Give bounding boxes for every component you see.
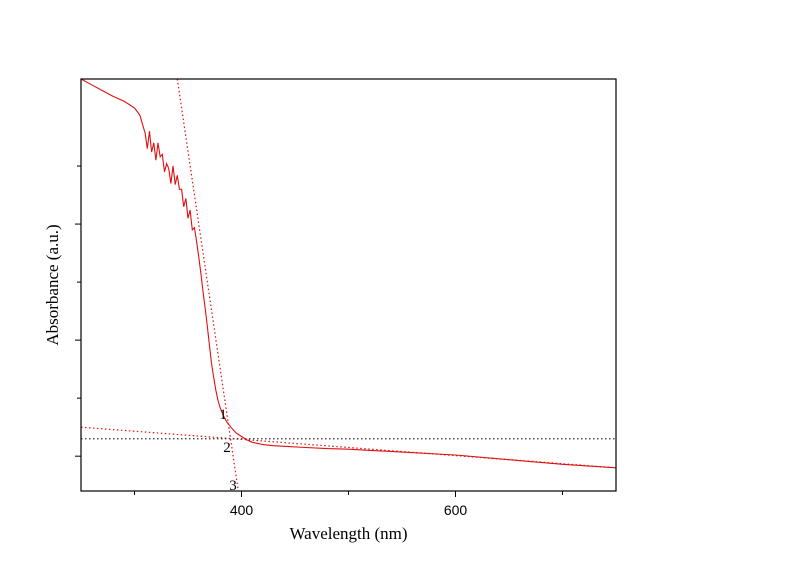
x-axis-title: Wavelength (nm) bbox=[289, 524, 407, 543]
reference-line-label-3: 3 bbox=[229, 478, 237, 494]
reference-lines bbox=[81, 79, 616, 491]
y-axis-title: Absorbance (a.u.) bbox=[43, 224, 62, 345]
annotations: 1 2 3 bbox=[219, 407, 237, 494]
reference-line-3 bbox=[176, 79, 239, 491]
reference-line-label-2: 2 bbox=[223, 440, 231, 456]
ticks: 400 600 bbox=[75, 165, 563, 518]
reference-line-1 bbox=[81, 426, 616, 469]
absorbance-series-line bbox=[81, 79, 616, 469]
reference-line-label-1: 1 bbox=[219, 407, 227, 423]
plot-frame bbox=[80, 78, 617, 492]
x-tick-label: 600 bbox=[444, 502, 468, 518]
x-tick-label: 400 bbox=[230, 502, 254, 518]
series-layer bbox=[81, 79, 616, 469]
